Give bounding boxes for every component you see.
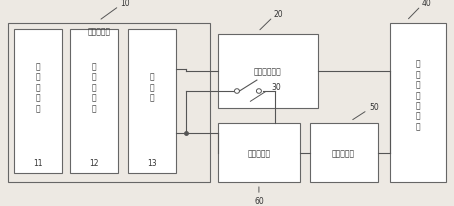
Text: 待测变频器: 待测变频器 [247, 148, 271, 157]
Bar [218, 123, 300, 182]
Text: 12: 12 [89, 158, 99, 167]
Text: 10: 10 [120, 0, 130, 8]
Text: 13: 13 [148, 158, 157, 167]
Text: 微
波
信
号
源: 微 波 信 号 源 [92, 62, 97, 112]
Text: 11: 11 [33, 158, 42, 167]
Text: 功
分
器: 功 分 器 [150, 72, 154, 102]
Bar [70, 30, 118, 173]
Text: 信号发生器: 信号发生器 [87, 27, 110, 36]
Text: 二极管检波器: 二极管检波器 [254, 67, 282, 76]
Text: 数
字
信
号
采
集
器: 数 字 信 号 采 集 器 [415, 60, 420, 130]
Text: 30: 30 [271, 83, 281, 91]
Bar [14, 30, 61, 173]
Bar [310, 123, 378, 182]
Text: 60: 60 [254, 196, 264, 205]
Bar [128, 30, 176, 173]
Bar [8, 23, 210, 182]
Text: 50: 50 [369, 103, 379, 111]
Bar [390, 23, 446, 182]
Text: 40: 40 [422, 0, 431, 8]
Text: 20: 20 [273, 10, 283, 19]
Text: 函
数
发
生
器: 函 数 发 生 器 [35, 62, 40, 112]
Text: 频谱分析仪: 频谱分析仪 [332, 148, 355, 157]
Bar [218, 34, 318, 109]
